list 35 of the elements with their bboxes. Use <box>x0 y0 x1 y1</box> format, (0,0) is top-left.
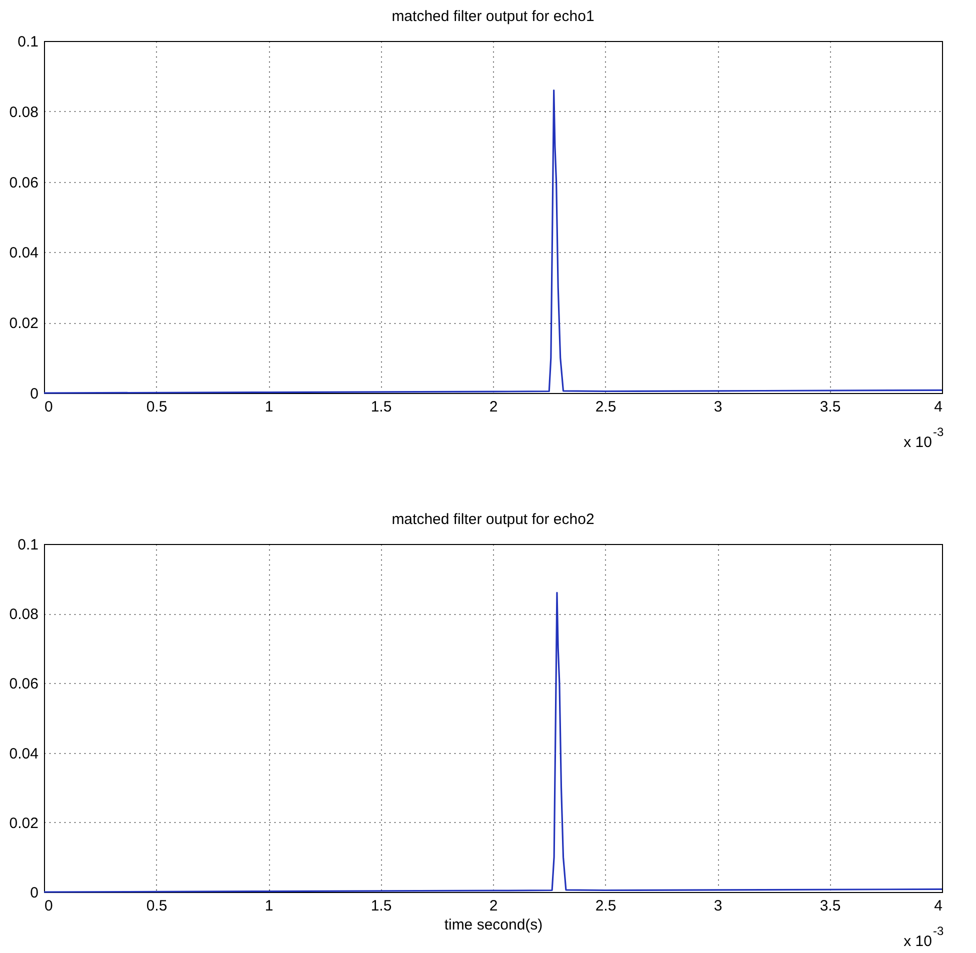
x-tick-label: 1.5 <box>370 898 392 914</box>
y-tick-label: 0.06 <box>9 174 38 192</box>
chart-title: matched filter output for echo1 <box>392 8 594 25</box>
x-tick-label: 4 <box>934 398 942 416</box>
y-tick-label: 0.1 <box>18 536 38 554</box>
y-tick-label: 0.04 <box>9 244 38 262</box>
chart-title: matched filter output for echo2 <box>392 511 594 528</box>
y-tick-label: 0.08 <box>9 606 38 624</box>
line-series <box>43 89 943 394</box>
x-tick-label: 1 <box>264 898 274 914</box>
y-tick-label: 0.02 <box>9 315 38 332</box>
x-tick-label: 2 <box>489 398 498 416</box>
y-tick-label: 0.06 <box>9 676 38 693</box>
x-tick-label: 4 <box>934 898 942 914</box>
x-tick-label: 0.5 <box>146 898 168 914</box>
x-tick-label: 3 <box>714 398 722 416</box>
x-tick-label: 1 <box>264 398 274 416</box>
x-axis-title: time second(s) <box>444 916 543 934</box>
x-tick-label: 3.5 <box>820 898 841 914</box>
line-series <box>43 592 943 893</box>
y-tick-label: 0.04 <box>9 745 38 762</box>
y-tick-label: 0.08 <box>9 104 38 121</box>
y-tick-label: 0 <box>30 884 38 902</box>
x-tick-label: 0.5 <box>146 398 168 416</box>
x-tick-label: 0 <box>44 398 53 416</box>
y-tick-label: 0.02 <box>9 814 38 832</box>
x-tick-label: 2 <box>489 898 498 914</box>
x-tick-label: 2.5 <box>595 398 616 416</box>
x-tick-label: 2.5 <box>595 898 616 914</box>
x-tick-label: 0 <box>44 898 53 914</box>
x-tick-label: 3.5 <box>820 398 841 416</box>
y-tick-label: 0 <box>30 386 38 402</box>
x-tick-label: 1.5 <box>370 398 392 416</box>
x-tick-label: 3 <box>714 898 722 914</box>
y-tick-label: 0.1 <box>18 34 38 50</box>
